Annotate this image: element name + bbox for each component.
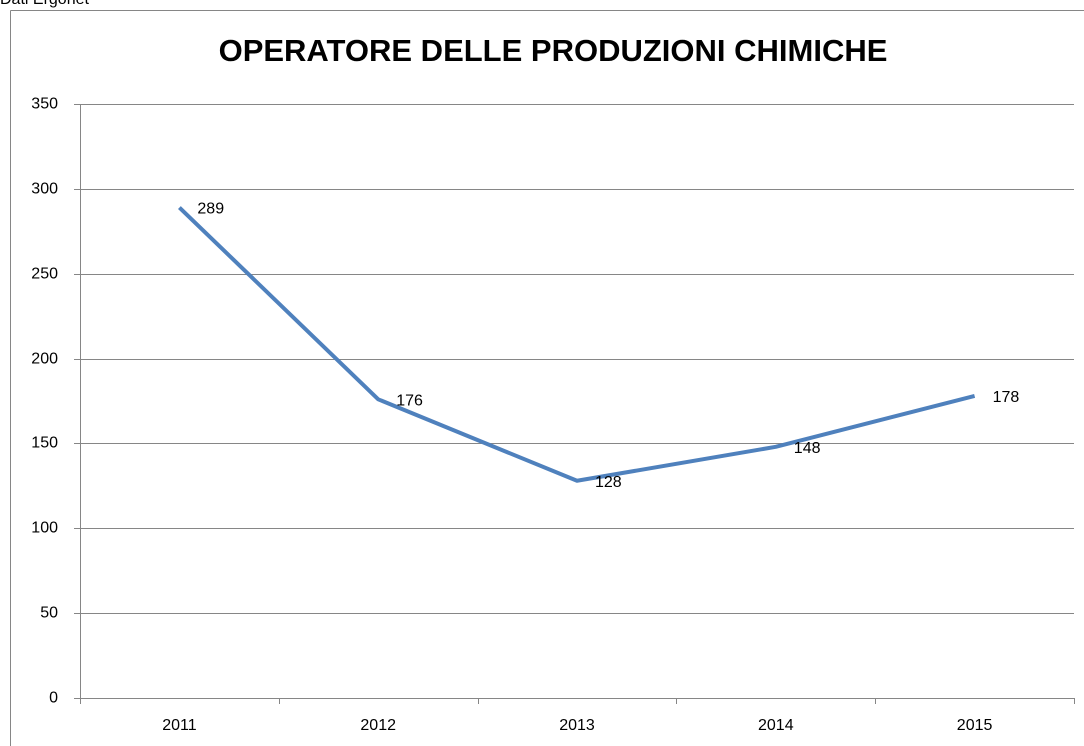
x-tick-label: 2012 bbox=[360, 717, 396, 734]
y-tick-label: 150 bbox=[31, 435, 58, 452]
chart-title: OPERATORE DELLE PRODUZIONI CHIMICHE bbox=[219, 33, 888, 68]
source-note: Dati Ergonet bbox=[0, 0, 89, 8]
data-label: 178 bbox=[993, 389, 1020, 406]
y-tick-label: 100 bbox=[31, 520, 58, 537]
data-label: 289 bbox=[197, 201, 224, 218]
y-tick-label: 300 bbox=[31, 181, 58, 198]
y-tick-label: 0 bbox=[49, 690, 58, 707]
x-tick-label: 2011 bbox=[162, 717, 197, 734]
x-tick-label: 2015 bbox=[957, 717, 993, 734]
data-line bbox=[178, 206, 976, 483]
x-tick-label: 2013 bbox=[559, 717, 595, 734]
data-label: 176 bbox=[396, 393, 423, 410]
y-tick-label: 50 bbox=[40, 605, 58, 622]
data-label: 148 bbox=[794, 440, 821, 457]
y-tick-label: 350 bbox=[31, 96, 58, 113]
y-tick-label: 200 bbox=[31, 351, 58, 368]
y-tick-label: 250 bbox=[31, 266, 58, 283]
data-label: 128 bbox=[595, 474, 622, 491]
x-tick-label: 2014 bbox=[758, 717, 794, 734]
